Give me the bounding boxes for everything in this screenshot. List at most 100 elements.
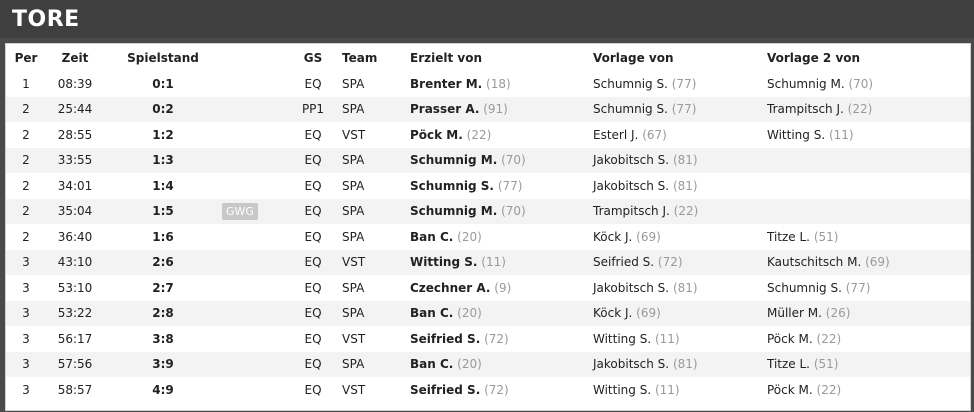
cell-vorlage: Jakobitsch S. (81) [593, 173, 767, 199]
cell-spielstand: 3:9 [104, 351, 222, 377]
scorer-number: (11) [481, 255, 506, 270]
scorer-name: Ban C. [410, 357, 454, 372]
cell-gs: EQ [284, 224, 342, 250]
section-title: TORE [12, 6, 80, 32]
cell-zeit: 43:10 [46, 249, 104, 275]
cell-zeit: 25:44 [46, 96, 104, 122]
table-row: 3 43:10 2:6 EQ VST Witting S. (11) Seifr… [6, 249, 970, 275]
assist1-number: (69) [636, 306, 661, 321]
scorer-number: (18) [486, 76, 511, 91]
assist1-name: Jakobitsch S. [593, 357, 670, 372]
assist2-number: (22) [816, 331, 842, 346]
goals-panel: Per Zeit Spielstand GS Team Erzielt von … [5, 43, 971, 411]
cell-erzielt: Czechner A. (9) [410, 275, 593, 301]
cell-vorlage: Jakobitsch S. (81) [593, 351, 767, 377]
cell-badge [222, 224, 284, 250]
cell-gs: PP1 [284, 96, 342, 122]
assist2-number: (51) [813, 229, 839, 244]
cell-vorlage: Jakobitsch S. (81) [593, 147, 767, 173]
scorer-name: Czechner A. [410, 280, 491, 295]
assist1-name: Köck J. [593, 229, 633, 244]
assist2-number: (26) [825, 306, 851, 321]
cell-zeit: 36:40 [46, 224, 104, 250]
table-row: 1 08:39 0:1 EQ SPA Brenter M. (18) Schum… [6, 71, 970, 97]
cell-zeit: 58:57 [46, 377, 104, 403]
cell-vorlage: Witting S. (11) [593, 326, 767, 352]
cell-erzielt: Schumnig M. (70) [410, 198, 593, 224]
cell-zeit: 35:04 [46, 198, 104, 224]
cell-spielstand: 1:3 [104, 147, 222, 173]
goals-table: Per Zeit Spielstand GS Team Erzielt von … [6, 44, 970, 403]
scorer-number: (72) [484, 382, 509, 397]
assist1-number: (11) [654, 382, 680, 397]
column-header-vorlage: Vorlage von [593, 50, 674, 65]
assist1-name: Esterl J. [593, 127, 639, 142]
cell-vorlage: Witting S. (11) [593, 377, 767, 403]
cell-vorlage2 [767, 198, 970, 224]
gwg-badge: GWG [222, 202, 258, 220]
cell-vorlage2: Pöck M. (22) [767, 326, 970, 352]
table-row: 2 28:55 1:2 EQ VST Pöck M. (22) Esterl J… [6, 122, 970, 148]
scorer-number: (77) [497, 178, 523, 193]
assist1-name: Trampitsch J. [593, 204, 670, 219]
scorer-name: Ban C. [410, 229, 454, 244]
cell-gs: EQ [284, 173, 342, 199]
table-row: 3 53:10 2:7 EQ SPA Czechner A. (9) Jakob… [6, 275, 970, 301]
cell-zeit: 28:55 [46, 122, 104, 148]
cell-team: SPA [342, 71, 410, 97]
cell-per: 3 [6, 377, 46, 403]
cell-per: 3 [6, 326, 46, 352]
cell-gs: EQ [284, 300, 342, 326]
assist1-number: (77) [671, 102, 697, 117]
column-header-spielstand: Spielstand [127, 50, 199, 65]
assist1-name: Köck J. [593, 306, 633, 321]
cell-vorlage: Seifried S. (72) [593, 249, 767, 275]
column-header-badge [222, 44, 284, 71]
cell-zeit: 53:22 [46, 300, 104, 326]
table-row: 2 36:40 1:6 EQ SPA Ban C. (20) Köck J. (… [6, 224, 970, 250]
cell-per: 2 [6, 122, 46, 148]
cell-vorlage2: Trampitsch J. (22) [767, 96, 970, 122]
cell-vorlage: Köck J. (69) [593, 224, 767, 250]
scorer-name: Seifried S. [410, 382, 481, 397]
cell-team: VST [342, 122, 410, 148]
scorer-number: (20) [457, 306, 482, 321]
cell-gs: EQ [284, 326, 342, 352]
cell-spielstand: 2:7 [104, 275, 222, 301]
cell-vorlage2: Müller M. (26) [767, 300, 970, 326]
cell-vorlage2: Titze L. (51) [767, 224, 970, 250]
assist2-number: (51) [813, 357, 839, 372]
cell-vorlage2: Schumnig M. (70) [767, 71, 970, 97]
cell-zeit: 56:17 [46, 326, 104, 352]
cell-gs: EQ [284, 249, 342, 275]
cell-badge [222, 275, 284, 301]
scorer-number: (20) [457, 357, 482, 372]
assist2-number: (11) [828, 127, 854, 142]
assist2-number: (70) [848, 76, 874, 91]
cell-badge [222, 326, 284, 352]
cell-per: 3 [6, 300, 46, 326]
cell-team: SPA [342, 173, 410, 199]
cell-team: SPA [342, 198, 410, 224]
cell-vorlage2: Titze L. (51) [767, 351, 970, 377]
cell-erzielt: Ban C. (20) [410, 351, 593, 377]
column-header-per: Per [14, 50, 38, 65]
scorer-name: Schumnig M. [410, 153, 498, 168]
assist1-name: Seifried S. [593, 255, 655, 270]
cell-badge: GWG [222, 198, 284, 224]
cell-spielstand: 1:2 [104, 122, 222, 148]
cell-zeit: 34:01 [46, 173, 104, 199]
assist1-number: (81) [672, 357, 698, 372]
cell-badge [222, 300, 284, 326]
scorer-name: Prasser A. [410, 102, 480, 117]
cell-zeit: 33:55 [46, 147, 104, 173]
cell-vorlage2: Pöck M. (22) [767, 377, 970, 403]
assist2-name: Pöck M. [767, 382, 813, 397]
cell-erzielt: Seifried S. (72) [410, 377, 593, 403]
cell-badge [222, 249, 284, 275]
cell-team: SPA [342, 96, 410, 122]
cell-team: VST [342, 249, 410, 275]
cell-spielstand: 0:2 [104, 96, 222, 122]
cell-gs: EQ [284, 71, 342, 97]
